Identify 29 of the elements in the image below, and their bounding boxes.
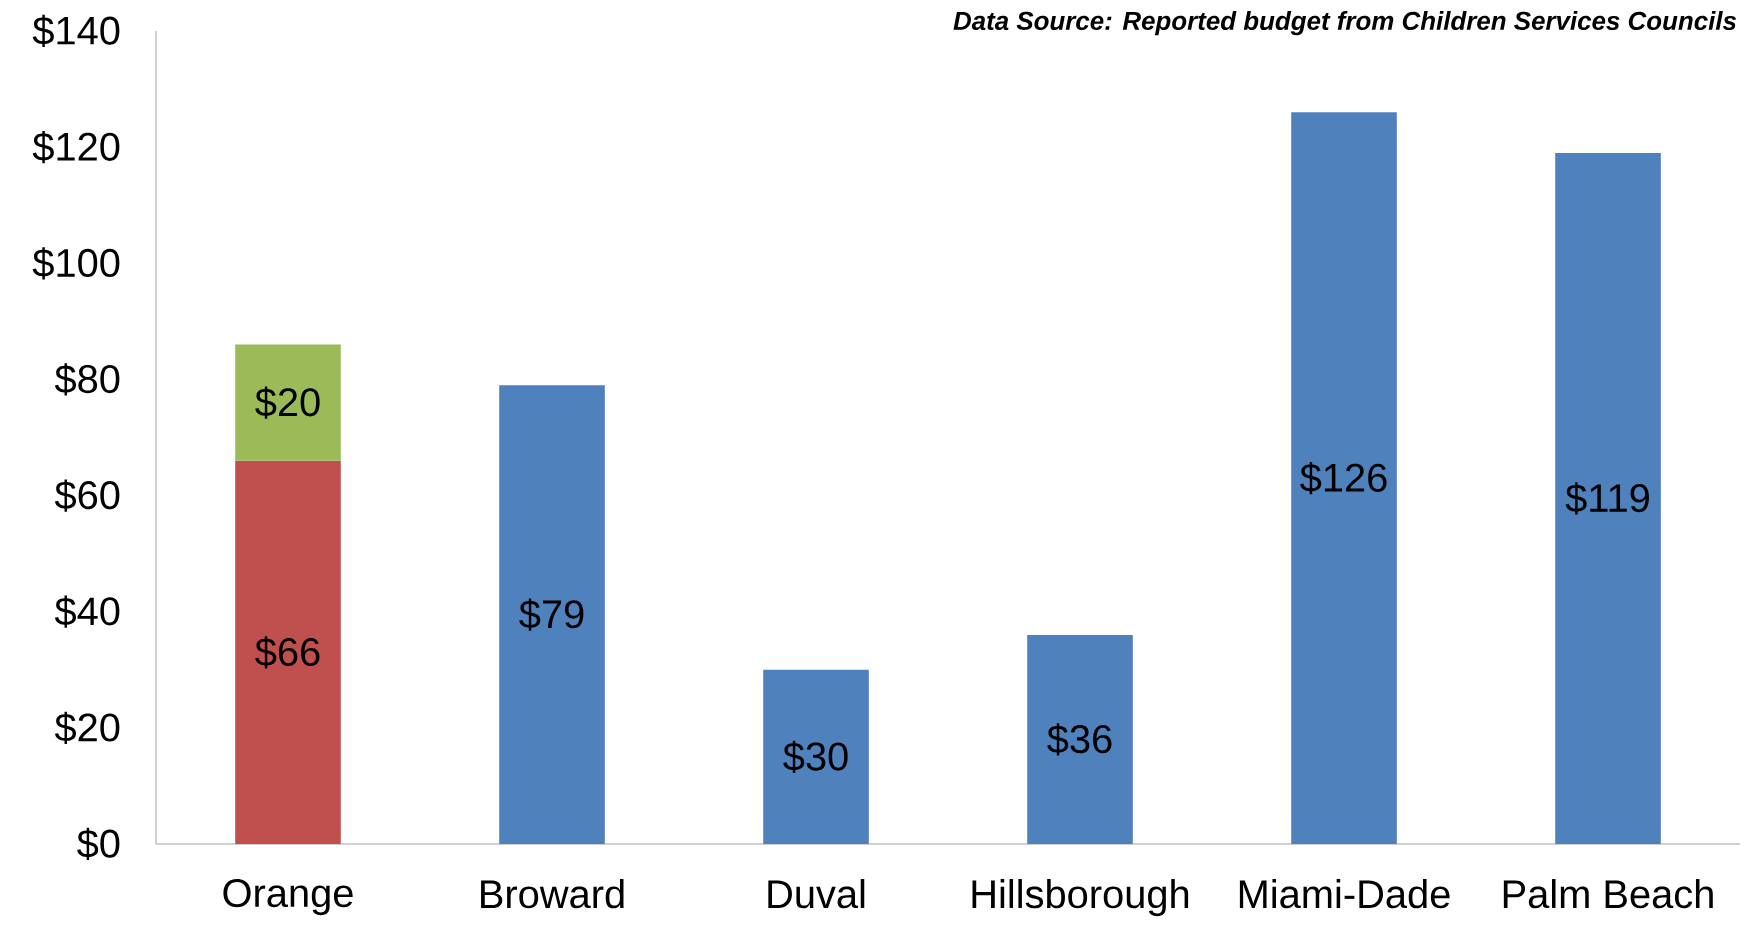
data-label: $30 — [783, 740, 848, 774]
x-tick-label: Hillsborough — [972, 879, 1189, 917]
y-tick-label: $140 — [32, 14, 120, 48]
y-tick-label: $60 — [54, 479, 120, 512]
y-tick-label: $0 — [77, 827, 120, 861]
y-tick-label: $40 — [54, 595, 120, 628]
data-label: $20 — [255, 386, 320, 419]
data-label: $79 — [519, 598, 584, 631]
bar — [1027, 634, 1133, 844]
x-tick-label: Duval — [768, 879, 865, 909]
y-tick-label: $100 — [32, 247, 120, 280]
x-tick-label: Orange — [223, 879, 353, 916]
x-tick-label: Broward — [481, 879, 624, 909]
data-label: $66 — [255, 636, 320, 669]
bar — [763, 669, 869, 844]
data-label: $126 — [1300, 462, 1387, 495]
y-tick-label: $80 — [54, 363, 120, 396]
x-tick-label: Miami-Dade — [1239, 879, 1450, 909]
bar — [1555, 152, 1661, 844]
bar — [235, 344, 341, 461]
data-label: $36 — [1047, 723, 1112, 756]
bar — [1291, 112, 1397, 844]
data-label: $119 — [1565, 482, 1649, 515]
x-tick-label: Palm Beach — [1503, 879, 1713, 909]
y-tick-label: $120 — [32, 131, 120, 164]
y-tick-label: $20 — [54, 711, 120, 744]
bar — [235, 460, 341, 844]
bar — [499, 385, 605, 844]
annotation: Data Source: Reported budget from Children Services Councils — [953, 11, 1737, 36]
